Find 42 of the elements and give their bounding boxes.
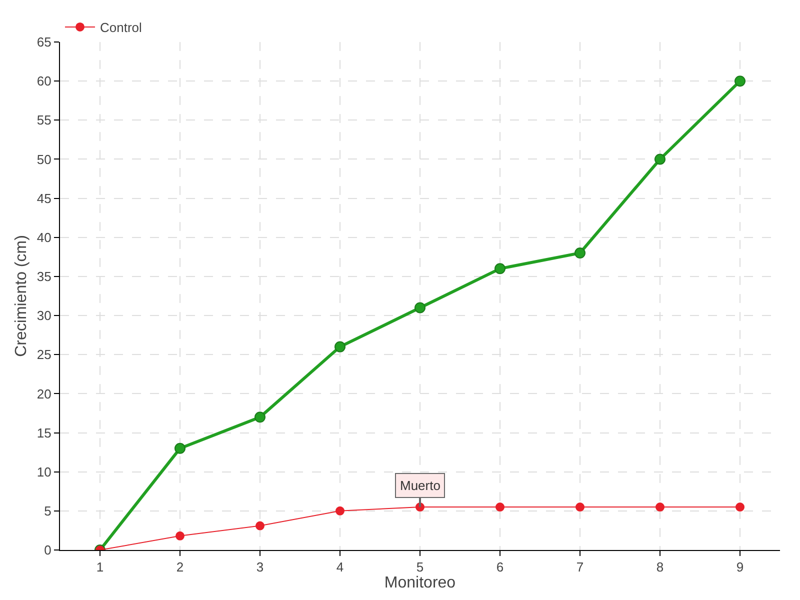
x-tick-label: 8: [656, 560, 664, 575]
point: [176, 531, 184, 540]
point: [574, 248, 586, 259]
y-tick-label: 15: [36, 425, 52, 440]
point: [734, 76, 746, 87]
point: [334, 341, 346, 352]
y-tick-label: 25: [36, 347, 52, 362]
y-tick-label: 20: [36, 386, 52, 402]
y-tick-label: 35: [36, 269, 52, 284]
x-tick-label: 5: [416, 560, 424, 575]
x-tick-label: 2: [176, 560, 184, 575]
y-tick-label: 30: [36, 308, 52, 324]
x-tick-label: 3: [256, 560, 264, 575]
point: [414, 302, 426, 314]
point: [494, 263, 506, 274]
y-axis-title: Crecimiento (cm): [12, 235, 30, 357]
x-axis-title: Monitoreo: [384, 574, 456, 592]
x-tick-label: 6: [496, 560, 504, 575]
y-tick-label: 45: [36, 190, 52, 206]
point: [254, 412, 266, 423]
point: [656, 502, 664, 512]
x-tick-label: 1: [96, 560, 104, 575]
point: [576, 502, 584, 512]
annotation: Muerto: [400, 478, 440, 493]
y-tick-label: 10: [36, 464, 52, 480]
point: [174, 442, 186, 454]
point: [256, 521, 264, 530]
legend-label: Control: [100, 20, 142, 36]
x-tick-label: 7: [576, 560, 584, 575]
y-tick-label: 55: [36, 112, 52, 128]
y-tick-label: 0: [44, 542, 52, 558]
y-tick-label: 65: [36, 34, 52, 50]
x-tick-label: 4: [336, 560, 344, 575]
y-tick-label: 5: [44, 503, 52, 518]
point: [496, 502, 504, 512]
y-tick-label: 60: [36, 74, 52, 89]
y-tick-label: 50: [36, 152, 52, 167]
y-tick-label: 40: [36, 230, 52, 245]
x-tick-label: 9: [736, 560, 744, 575]
point: [654, 154, 666, 165]
point: [736, 502, 744, 512]
point: [336, 506, 344, 516]
